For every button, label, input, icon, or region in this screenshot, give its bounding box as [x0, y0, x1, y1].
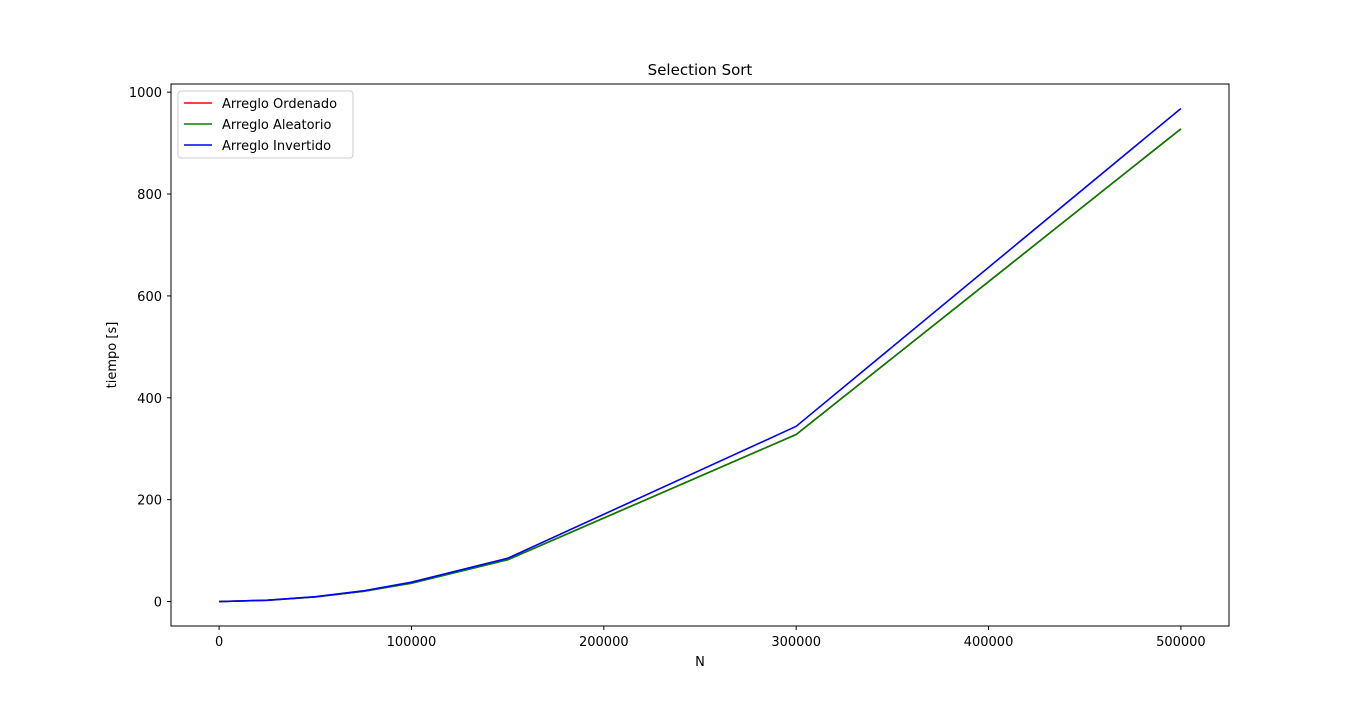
x-axis-ticks: 0 100000 200000 300000 400000 500000: [215, 626, 1206, 650]
legend-entry: Arreglo Aleatorio: [222, 118, 331, 133]
x-tick-label: 200000: [579, 635, 629, 650]
y-tick-label: 400: [137, 392, 162, 407]
legend: Arreglo Ordenado Arreglo Aleatorio Arreglo…: [177, 90, 354, 159]
y-axis-label: tiempo [s]: [105, 322, 120, 389]
x-axis-label: N: [695, 655, 705, 670]
axes-frame: [170, 83, 1230, 627]
series-line-1: [219, 128, 1182, 603]
legend-box: [177, 90, 354, 159]
y-tick-label: 200: [137, 494, 162, 509]
x-tick-label: 400000: [964, 635, 1014, 650]
y-tick-label: 0: [154, 596, 162, 611]
x-tick-label: 300000: [771, 635, 821, 650]
legend-entry: Arreglo Invertido: [222, 139, 331, 154]
x-tick-label: 100000: [387, 635, 437, 650]
series-line-2: [219, 107, 1182, 603]
series-line-0: [219, 128, 1182, 603]
y-tick-label: 800: [137, 188, 162, 203]
x-tick-label: 0: [215, 635, 223, 650]
y-axis-ticks: 0 200 400 600 800 1000: [129, 86, 171, 611]
y-tick-label: 600: [137, 290, 162, 305]
y-tick-label: 1000: [129, 86, 162, 101]
series-lines: [219, 107, 1182, 603]
x-tick-label: 500000: [1156, 635, 1206, 650]
chart-title: Selection Sort: [648, 61, 753, 79]
legend-entry: Arreglo Ordenado: [222, 97, 337, 112]
